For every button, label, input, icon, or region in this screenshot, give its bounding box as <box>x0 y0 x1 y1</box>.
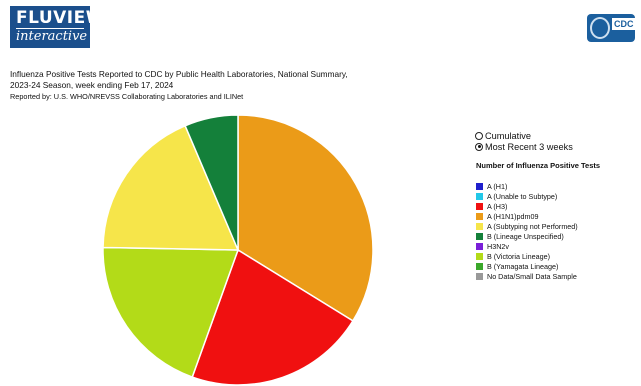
legend-swatch <box>476 242 483 250</box>
radio-most-recent-label[interactable]: Most Recent 3 weeks <box>485 141 573 152</box>
legend-item[interactable]: A (H3) <box>476 201 578 211</box>
legend-label: A (H1) <box>487 181 508 191</box>
report-source: Reported by: U.S. WHO/NREVSS Collaborati… <box>10 92 244 101</box>
legend-item[interactable]: B (Lineage Unspecified) <box>476 231 578 241</box>
legend-label: A (Unable to Subtype) <box>487 191 558 201</box>
legend-label: B (Victoria Lineage) <box>487 251 550 261</box>
pie-slice-b-lineage-unspecified[interactable] <box>184 114 239 251</box>
cdc-logo[interactable]: CDC <box>587 14 636 42</box>
legend-label: B (Lineage Unspecified) <box>487 231 564 241</box>
logo-line1: FLUVIEW <box>16 8 105 28</box>
radio-cumulative[interactable]: Cumulative <box>475 130 573 141</box>
pie-slice-a-h1n1-pdm09[interactable] <box>237 114 374 322</box>
report-title-line1: Influenza Positive Tests Reported to CDC… <box>10 69 348 79</box>
legend: A (H1) A (Unable to Subtype) A (H3) A (H… <box>476 181 578 281</box>
radio-cumulative-icon[interactable] <box>475 131 483 140</box>
radio-cumulative-label[interactable]: Cumulative <box>485 130 531 141</box>
legend-swatch <box>476 252 483 260</box>
pie-slice-b-victoria-lineage[interactable] <box>102 246 240 378</box>
legend-label: A (H1N1)pdm09 <box>487 211 539 221</box>
legend-item[interactable]: H3N2v <box>476 241 578 251</box>
legend-swatch <box>476 192 483 200</box>
view-options: Cumulative Most Recent 3 weeks <box>475 130 573 152</box>
legend-swatch <box>476 202 483 210</box>
hhs-emblem-icon <box>590 17 610 39</box>
pie-slice-a-h3[interactable] <box>191 248 354 386</box>
legend-swatch <box>476 272 483 280</box>
legend-label: A (H3) <box>487 201 508 211</box>
fluview-logo[interactable]: FLUVIEW interactive <box>10 6 105 48</box>
radio-most-recent-icon[interactable] <box>475 142 483 151</box>
legend-swatch <box>476 262 483 270</box>
legend-swatch <box>476 232 483 240</box>
legend-label: A (Subtyping not Performed) <box>487 221 578 231</box>
legend-label: No Data/Small Data Sample <box>487 271 577 281</box>
legend-title: Number of Influenza Positive Tests <box>476 161 601 170</box>
radio-most-recent-3-weeks[interactable]: Most Recent 3 weeks <box>475 141 573 152</box>
legend-item[interactable]: A (H1N1)pdm09 <box>476 211 578 221</box>
legend-item[interactable]: No Data/Small Data Sample <box>476 271 578 281</box>
legend-item[interactable]: B (Yamagata Lineage) <box>476 261 578 271</box>
pie-slice-a-subtyping-not-performed[interactable] <box>102 124 240 251</box>
report-title-line2: 2023-24 Season, week ending Feb 17, 2024 <box>10 80 174 90</box>
legend-label: H3N2v <box>487 241 509 251</box>
legend-swatch <box>476 182 483 190</box>
legend-item[interactable]: A (H1) <box>476 181 578 191</box>
legend-label: B (Yamagata Lineage) <box>487 261 559 271</box>
logo-line2: interactive <box>16 28 88 44</box>
legend-item[interactable]: B (Victoria Lineage) <box>476 251 578 261</box>
report-header: Influenza Positive Tests Reported to CDC… <box>10 69 348 102</box>
legend-swatch <box>476 212 483 220</box>
legend-swatch <box>476 222 483 230</box>
cdc-logo-text: CDC <box>612 18 636 30</box>
legend-item[interactable]: A (Unable to Subtype) <box>476 191 578 201</box>
legend-item[interactable]: A (Subtyping not Performed) <box>476 221 578 231</box>
